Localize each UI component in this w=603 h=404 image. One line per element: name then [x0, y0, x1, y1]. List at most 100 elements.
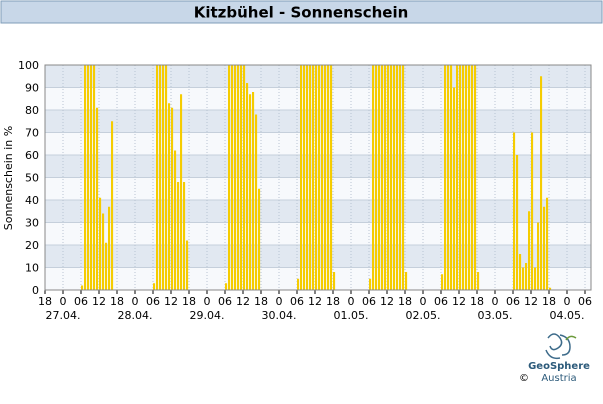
- bar: [525, 263, 528, 290]
- x-tick-label: 12: [164, 295, 178, 308]
- bar: [330, 65, 333, 290]
- bar: [297, 278, 300, 290]
- x-tick-label: 06: [290, 295, 304, 308]
- x-tick-label: 0: [420, 295, 427, 308]
- bar: [531, 132, 534, 290]
- date-label: 30.04.: [262, 309, 297, 322]
- chart-title: Kitzbühel - Sonnenschein: [194, 4, 409, 22]
- bar: [321, 65, 324, 290]
- bar: [537, 222, 540, 290]
- date-label: 27.04.: [46, 309, 81, 322]
- bar: [468, 65, 471, 290]
- bar: [171, 107, 174, 290]
- bar: [450, 65, 453, 290]
- y-tick-label: 0: [32, 284, 39, 297]
- x-tick-label: 18: [326, 295, 340, 308]
- bar: [243, 65, 246, 290]
- bar: [228, 65, 231, 290]
- bar: [375, 65, 378, 290]
- bar: [309, 65, 312, 290]
- bar: [258, 188, 261, 290]
- x-tick-label: 06: [218, 295, 232, 308]
- logo-icon: [545, 333, 577, 360]
- copyright: ©: [519, 373, 529, 384]
- y-tick-label: 40: [25, 194, 39, 207]
- x-tick-label: 18: [254, 295, 268, 308]
- bar: [312, 65, 315, 290]
- bar: [324, 65, 327, 290]
- x-tick-label: 18: [398, 295, 412, 308]
- bar: [84, 65, 87, 290]
- bar: [156, 65, 159, 290]
- x-tick-label: 0: [564, 295, 571, 308]
- date-label: 03.05.: [478, 309, 513, 322]
- bar: [327, 65, 330, 290]
- bar: [447, 65, 450, 290]
- y-axis-label: Sonnenschein in %: [2, 126, 15, 230]
- x-tick-label: 12: [308, 295, 322, 308]
- bar: [519, 254, 522, 290]
- bar: [180, 94, 183, 290]
- date-label: 28.04.: [118, 309, 153, 322]
- bar: [405, 272, 408, 290]
- bar: [93, 65, 96, 290]
- bar: [462, 65, 465, 290]
- x-tick-label: 06: [362, 295, 376, 308]
- x-tick-label: 18: [110, 295, 124, 308]
- bar: [102, 213, 105, 290]
- bar: [111, 121, 114, 290]
- bar: [225, 283, 228, 290]
- bar: [231, 65, 234, 290]
- bar: [186, 240, 189, 290]
- bar: [540, 76, 543, 290]
- bar: [543, 206, 546, 290]
- x-tick-label: 0: [276, 295, 283, 308]
- bar: [240, 65, 243, 290]
- bar: [534, 267, 537, 290]
- x-tick-label: 12: [92, 295, 106, 308]
- bar: [465, 65, 468, 290]
- bar: [444, 65, 447, 290]
- bar: [549, 287, 552, 290]
- x-tick-label: 06: [74, 295, 88, 308]
- bar: [165, 65, 168, 290]
- bar: [402, 65, 405, 290]
- bar: [300, 65, 303, 290]
- x-tick-label: 0: [60, 295, 67, 308]
- x-tick-label: 18: [182, 295, 196, 308]
- y-tick-label: 30: [25, 217, 39, 230]
- bar: [318, 65, 321, 290]
- bar: [237, 65, 240, 290]
- bar: [174, 150, 177, 290]
- x-tick-label: 06: [578, 295, 592, 308]
- bar: [246, 83, 249, 290]
- bar: [252, 92, 255, 290]
- bar: [393, 65, 396, 290]
- x-tick-label: 06: [146, 295, 160, 308]
- x-tick-label: 0: [132, 295, 139, 308]
- x-tick-label: 0: [348, 295, 355, 308]
- x-tick-label: 18: [38, 295, 52, 308]
- x-tick-label: 12: [524, 295, 538, 308]
- bar: [522, 267, 525, 290]
- bar: [399, 65, 402, 290]
- bar: [168, 103, 171, 290]
- bar: [384, 65, 387, 290]
- bar: [378, 65, 381, 290]
- bar: [159, 65, 162, 290]
- bar: [381, 65, 384, 290]
- bar: [81, 285, 84, 290]
- y-tick-label: 70: [25, 127, 39, 140]
- bar: [459, 65, 462, 290]
- bar: [333, 272, 336, 290]
- x-tick-label: 06: [506, 295, 520, 308]
- x-tick-label: 18: [470, 295, 484, 308]
- y-tick-label: 80: [25, 104, 39, 117]
- bar: [234, 65, 237, 290]
- bar: [87, 65, 90, 290]
- y-tick-label: 60: [25, 149, 39, 162]
- date-label: 04.05.: [550, 309, 585, 322]
- bar: [546, 197, 549, 290]
- date-label: 29.04.: [190, 309, 225, 322]
